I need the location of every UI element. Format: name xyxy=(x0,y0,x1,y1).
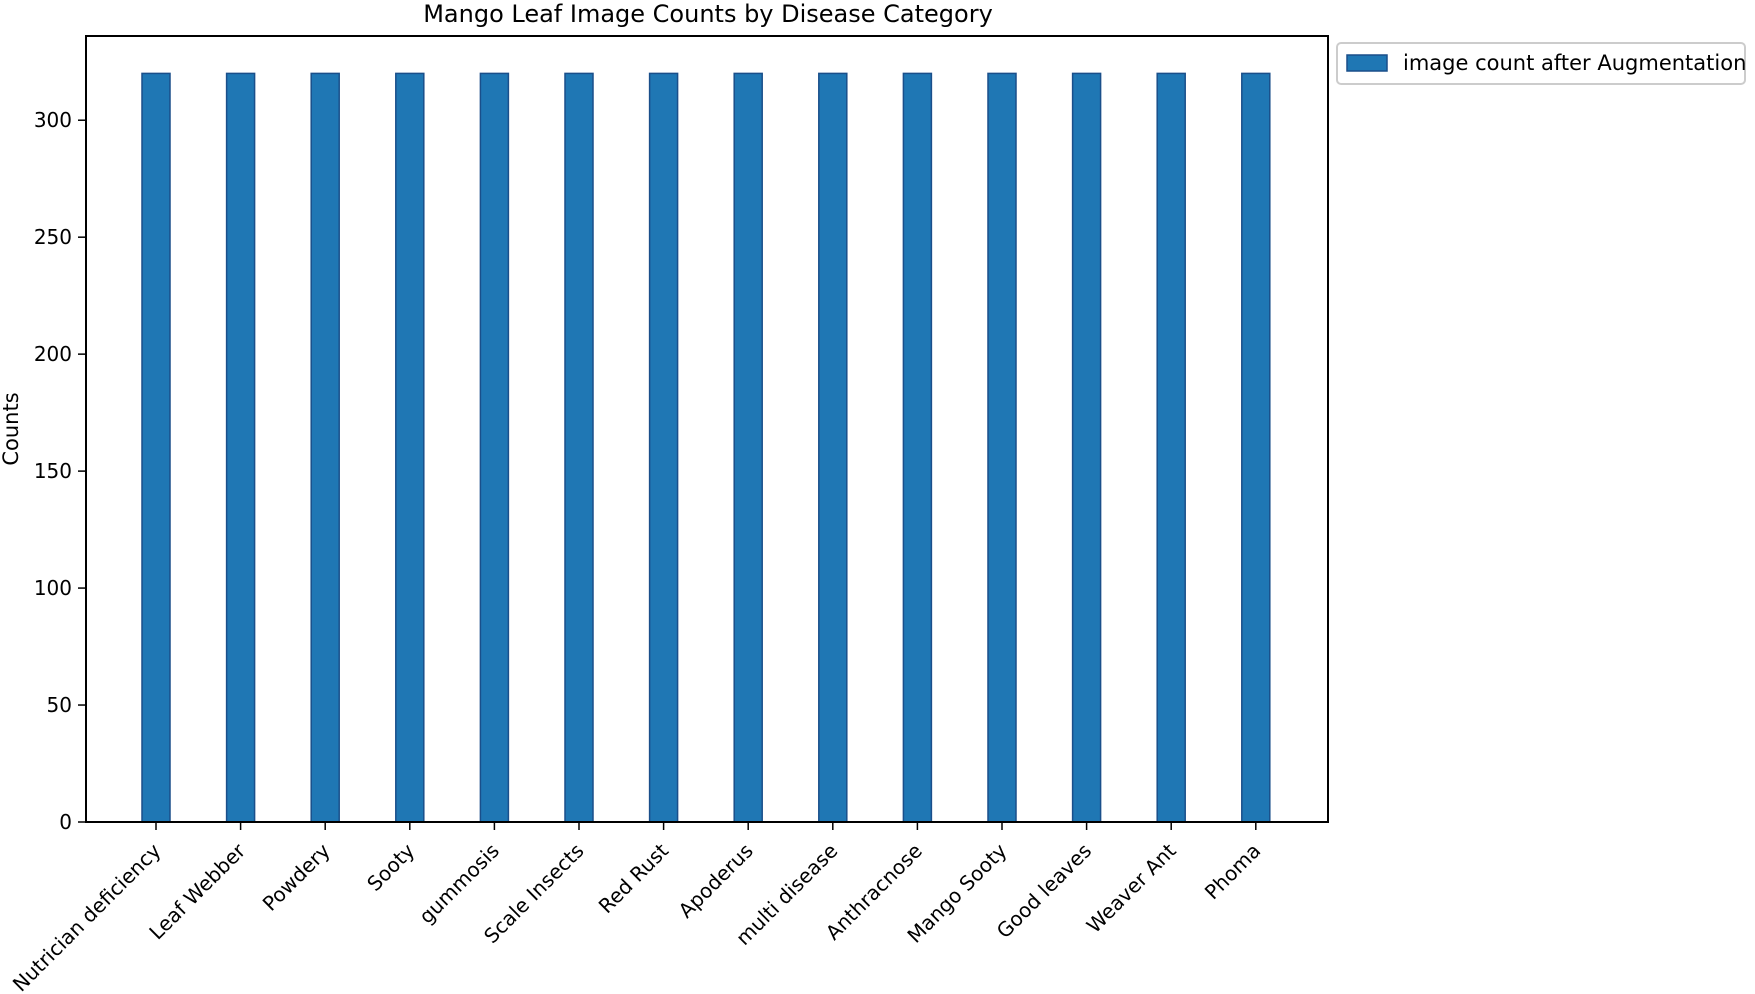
bar-phoma xyxy=(1241,72,1271,823)
bar-nutrician-deficiency xyxy=(141,72,171,823)
bar-powdery xyxy=(310,72,340,823)
y-axis-ticks: 0 50 100 150 200 250 300 xyxy=(34,108,86,834)
y-tick-label: 150 xyxy=(34,459,72,483)
bar-sooty xyxy=(395,72,425,823)
legend-box xyxy=(1336,42,1746,85)
chart-title: Mango Leaf Image Counts by Disease Categ… xyxy=(423,0,993,28)
plot-frame xyxy=(85,35,1329,823)
bar-red-rust xyxy=(648,72,679,823)
bar-anthracnose xyxy=(902,72,933,823)
y-tick-label: 100 xyxy=(34,576,72,600)
y-tick-label: 50 xyxy=(47,693,72,717)
bar-weaver-ant xyxy=(1156,72,1186,823)
y-tick-label: 250 xyxy=(34,225,72,249)
bar-apoderus xyxy=(733,72,763,823)
bar-gummosis xyxy=(479,72,510,823)
bar-leaf-webber xyxy=(225,72,256,823)
legend-swatch xyxy=(1346,54,1388,72)
bar-multi-disease xyxy=(818,72,848,823)
y-tick-label: 300 xyxy=(34,108,72,132)
legend: image count after Augmentation xyxy=(1336,42,1746,85)
y-tick-label: 200 xyxy=(34,342,72,366)
bars-group xyxy=(141,72,1271,823)
bar-scale-insects xyxy=(564,72,594,823)
y-axis-label: Counts xyxy=(0,392,23,465)
y-tick-label: 0 xyxy=(59,810,72,834)
legend-label: image count after Augmentation xyxy=(1403,51,1746,75)
bar-mango-sooty xyxy=(987,72,1017,823)
bar-good-leaves xyxy=(1071,72,1102,823)
